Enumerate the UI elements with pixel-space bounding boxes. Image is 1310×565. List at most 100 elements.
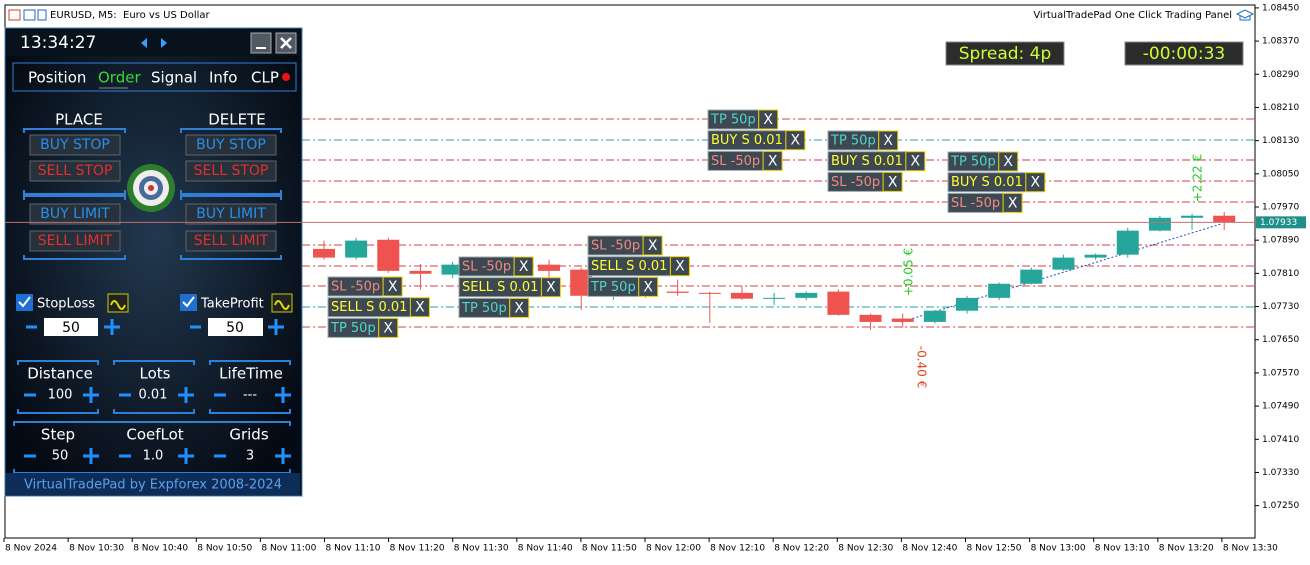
order-close: X (911, 154, 921, 170)
target-icon[interactable] (127, 164, 175, 212)
button-label[interactable]: SELL LIMIT (38, 233, 113, 249)
order-close-box[interactable] (785, 130, 806, 151)
stoploss-input[interactable] (44, 318, 98, 336)
footer: VirtualTradePad by Expforex 2008-2024 (24, 478, 282, 493)
sell-limit-button[interactable] (29, 230, 121, 252)
candle-body (345, 240, 368, 258)
button-label[interactable]: BUY LIMIT (40, 206, 110, 222)
x-tick-label: 8 Nov 10:30 (69, 544, 124, 554)
delete-sell-stop-button[interactable] (185, 160, 277, 182)
takeprofit-input[interactable] (208, 318, 263, 336)
tab[interactable]: Info (209, 69, 237, 87)
x-tick-label: 8 Nov 12:30 (838, 544, 893, 554)
order-label: TP 50p (950, 155, 996, 170)
button-label[interactable]: SELL LIMIT (194, 233, 269, 249)
order-close-box[interactable] (878, 130, 899, 151)
sell-stop-button[interactable] (29, 160, 121, 182)
buy-limit-button[interactable] (29, 203, 121, 225)
y-tick-label: 1.07330 (1262, 468, 1299, 478)
tab[interactable]: Position (28, 69, 86, 87)
order-close-box[interactable] (905, 151, 926, 172)
order-close-box[interactable] (762, 150, 783, 171)
order-label: SL -50p (331, 280, 380, 295)
wave-glyph (110, 300, 126, 310)
candle-body (923, 310, 946, 322)
window-title: EURUSD, M5: Euro vs US Dollar (50, 10, 211, 21)
y-tick-label: 1.08130 (1262, 136, 1299, 146)
order-close-box[interactable] (540, 277, 561, 298)
order-label: TP 50p (710, 113, 756, 128)
y-tick-label: 1.07890 (1262, 236, 1299, 246)
button-label[interactable]: SELL STOP (38, 163, 113, 179)
plus-minus[interactable] (119, 387, 194, 403)
plus-minus[interactable] (24, 448, 99, 464)
plus-minus[interactable] (24, 387, 99, 403)
button-label[interactable]: SELL STOP (194, 163, 269, 179)
footer-bar (6, 473, 300, 495)
plus-minus[interactable] (119, 448, 194, 464)
x-tick-label: 8 Nov 12:00 (646, 544, 701, 554)
takeprofit-label: TakeProfit (200, 297, 264, 312)
y-tick-label: 1.07650 (1262, 335, 1299, 345)
order-close-box[interactable] (669, 256, 690, 277)
delete-heading: DELETE (208, 111, 266, 129)
candles (313, 211, 1236, 330)
y-tick-label: 1.07250 (1262, 501, 1299, 511)
button-label[interactable]: BUY STOP (196, 137, 266, 153)
candle-body (763, 297, 786, 299)
order-close-box[interactable] (509, 297, 530, 318)
order-close-box[interactable] (1002, 192, 1023, 213)
tab[interactable]: Signal (151, 69, 197, 87)
plus-minus[interactable] (214, 387, 291, 403)
x-tick-label: 8 Nov 13:10 (1095, 544, 1150, 554)
order-close-box[interactable] (758, 109, 779, 130)
nav-arrows[interactable] (141, 38, 167, 48)
tab[interactable]: CLP (251, 69, 279, 87)
buy-stop-button[interactable] (29, 134, 121, 156)
button-label[interactable]: BUY LIMIT (196, 206, 266, 222)
delete-sell-limit-button[interactable] (185, 230, 277, 252)
order-close-box[interactable] (378, 317, 399, 338)
order-close-box[interactable] (513, 256, 534, 277)
current-price-box (1256, 216, 1306, 229)
order-close-box[interactable] (998, 151, 1019, 172)
window-icons (8, 9, 47, 21)
button-label[interactable]: BUY STOP (40, 137, 110, 153)
order-label: BUY S 0.01 (711, 133, 783, 148)
order-close-box[interactable] (642, 235, 663, 256)
y-tick-label: 1.08210 (1262, 103, 1299, 113)
order-close: X (415, 300, 425, 316)
candle-body (891, 318, 914, 322)
order-close: X (768, 153, 778, 169)
order-label: TP 50p (330, 321, 376, 336)
order-close-box[interactable] (382, 276, 403, 297)
order-close-box[interactable] (638, 276, 659, 297)
minimize-button[interactable] (250, 32, 272, 54)
delete-buy-stop-button[interactable] (185, 134, 277, 156)
order-close-box[interactable] (409, 297, 430, 318)
tab-active[interactable]: Order (98, 69, 141, 87)
x-tick-label: 8 Nov 11:50 (582, 544, 637, 554)
order-close: X (643, 279, 653, 295)
candle-body (570, 269, 593, 296)
order-label: SL -50p (711, 154, 760, 169)
order-close-box[interactable] (1025, 172, 1046, 193)
stoploss-value: 50 (62, 320, 80, 336)
field-value: 100 (48, 388, 73, 403)
x-tick-label: 8 Nov 12:20 (774, 544, 829, 554)
delete-buy-limit-button[interactable] (185, 203, 277, 225)
y-tick-label: 1.07410 (1262, 435, 1299, 445)
candle-body (827, 291, 850, 315)
panel-caption: VirtualTradePad One Click Trading Panel (1033, 10, 1232, 21)
plus-minus[interactable] (214, 448, 291, 464)
plus-minus[interactable] (26, 319, 284, 335)
y-tick-label: 1.07570 (1262, 368, 1299, 378)
y-tick-label: 1.08370 (1262, 37, 1299, 47)
order-close-box[interactable] (882, 171, 903, 192)
close-glyph (280, 37, 292, 49)
candle-body (1084, 254, 1107, 258)
x-tick-label: 8 Nov 11:30 (454, 544, 509, 554)
field-label: Lots (140, 365, 171, 383)
profit-annotation: -0.40 € (915, 346, 929, 389)
candle-body (1020, 269, 1043, 284)
